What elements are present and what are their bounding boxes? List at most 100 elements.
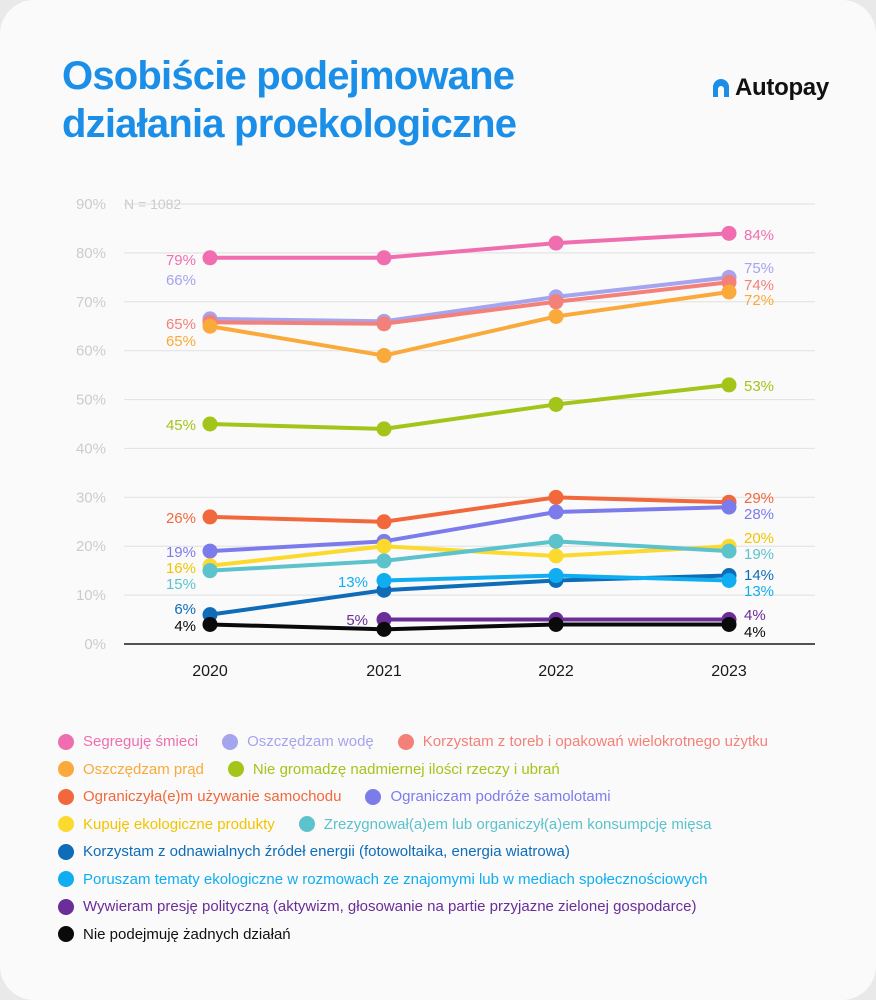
end-value-label: 14% [744, 567, 774, 584]
start-value-label: 79% [166, 252, 196, 269]
series-line [208, 622, 731, 632]
legend-marker [58, 871, 74, 888]
start-value-label: 15% [166, 576, 196, 593]
x-tick-label: 2022 [538, 663, 574, 680]
data-point [376, 316, 392, 332]
series-line [208, 505, 731, 554]
y-tick-label: 70% [76, 294, 106, 311]
data-point [548, 504, 564, 520]
legend-row: Segreguję śmieci Oszczędzam wodę Korzystam… [58, 728, 848, 756]
start-value-label: 4% [174, 618, 196, 635]
start-value-label: 65% [166, 316, 196, 333]
legend-item: Kupuję ekologiczne produkty [58, 816, 275, 833]
autopay-logo-icon [713, 79, 729, 97]
series-line [208, 495, 731, 524]
data-point [202, 543, 218, 559]
legend-marker [365, 788, 382, 805]
legend-row: Wywieram presję polityczną (aktywizm, gł… [58, 893, 848, 921]
start-value-label: 5% [346, 612, 368, 629]
series-2 [202, 269, 737, 329]
legend-label: Segreguję śmieci [83, 733, 199, 751]
y-tick-label: 80% [76, 245, 106, 262]
data-point [202, 509, 218, 525]
legend-row: Kupuję ekologiczne produkty Zrezygnował(a… [58, 811, 848, 839]
data-labels: 79%84%66%75%65%74%65%72%45%53%26%29%19%2… [166, 227, 774, 641]
data-point [376, 621, 392, 637]
legend-item: Zrezygnował(a)em lub organiczył(a)em kon… [298, 815, 712, 833]
data-point [548, 308, 564, 324]
y-tick-label: 10% [76, 587, 106, 604]
legend-marker [58, 843, 74, 860]
x-axis: 2020 2021 2022 2023 [192, 663, 747, 680]
start-value-label: 45% [166, 417, 196, 434]
data-point [376, 553, 392, 569]
series-line [208, 539, 731, 573]
data-point [376, 514, 392, 530]
legend-item: Korzystam z odnawialnych źródeł energii … [58, 843, 570, 860]
legend-marker [397, 733, 414, 750]
legend-marker [222, 733, 239, 750]
legend-label: Ograniczyła(e)m używanie samochodu [83, 788, 342, 806]
legend-item: Oszczędzam wodę [222, 733, 374, 750]
data-point [376, 538, 392, 554]
start-value-label: 16% [166, 560, 196, 577]
data-point [548, 616, 564, 632]
legend-label: Poruszam tematy ekologiczne w rozmowach … [83, 870, 708, 888]
legend-item: Nie gromadzę nadmiernej ilości rzeczy i … [227, 761, 560, 778]
legend-label: Wywieram presję polityczną (aktywizm, gł… [83, 898, 697, 916]
data-point [721, 284, 737, 300]
data-point [721, 543, 737, 559]
data-point [548, 548, 564, 564]
line-chart: N = 1082 0% 10% 20% 30% 40% 50% 60% 70% 80% 90% 2… [76, 196, 815, 680]
legend-item: Segreguję śmieci [58, 733, 198, 750]
data-point [721, 225, 737, 241]
data-point [202, 250, 218, 266]
start-value-label: 65% [166, 333, 196, 350]
end-value-label: 53% [744, 378, 774, 395]
data-point [721, 377, 737, 393]
start-value-label: 13% [338, 574, 368, 591]
legend-row: Korzystam z odnawialnych źródeł energii … [58, 838, 848, 866]
y-tick-label: 30% [76, 489, 106, 506]
data-point [548, 533, 564, 549]
legend-label: Korzystam z odnawialnych źródeł energii … [83, 843, 570, 861]
y-tick-label: 50% [76, 392, 106, 409]
legend-row: Oszczędzam prąd Nie gromadzę nadmiernej i… [58, 756, 848, 784]
series-line [208, 231, 731, 260]
y-tick-label: 90% [76, 196, 106, 213]
end-value-label: 84% [744, 227, 774, 244]
data-point [376, 348, 392, 364]
legend-item: Oszczędzam prąd [58, 761, 204, 778]
end-value-label: 74% [744, 277, 774, 294]
legend-marker [58, 816, 74, 833]
start-value-label: 6% [174, 601, 196, 618]
data-point [548, 396, 564, 412]
legend-label: Ograniczam podróże samolotami [390, 788, 611, 806]
data-point [548, 235, 564, 251]
legend-label: Zrezygnował(a)em lub organiczył(a)em kon… [323, 815, 712, 833]
end-value-label: 19% [744, 546, 774, 563]
legend-label: Nie podejmuję żadnych działań [83, 925, 291, 943]
sample-size-note: N = 1082 [124, 196, 181, 212]
data-point [548, 294, 564, 310]
series-13 [202, 616, 737, 637]
x-tick-label: 2023 [711, 663, 747, 680]
y-axis: 0% 10% 20% 30% 40% 50% 60% 70% 80% 90% [76, 196, 106, 653]
legend-marker [227, 761, 244, 778]
end-value-label: 72% [744, 292, 774, 309]
legend-marker [58, 898, 74, 915]
series-line [208, 275, 731, 324]
series-group [202, 225, 737, 637]
legend-marker [58, 926, 74, 943]
series-1 [202, 225, 737, 266]
legend-row: Nie podejmuję żadnych działań [58, 921, 848, 949]
series-line [208, 280, 731, 326]
data-point [721, 499, 737, 515]
legend-label: Kupuję ekologiczne produkty [83, 815, 275, 833]
data-point [202, 563, 218, 579]
y-tick-label: 60% [76, 343, 106, 360]
legend-item: Ograniczyła(e)m używanie samochodu [58, 788, 341, 805]
page-title: Osobiście podejmowane działania proekolo… [62, 52, 622, 148]
legend-marker [58, 761, 74, 778]
legend-row: Poruszam tematy ekologiczne w rozmowach … [58, 866, 848, 894]
